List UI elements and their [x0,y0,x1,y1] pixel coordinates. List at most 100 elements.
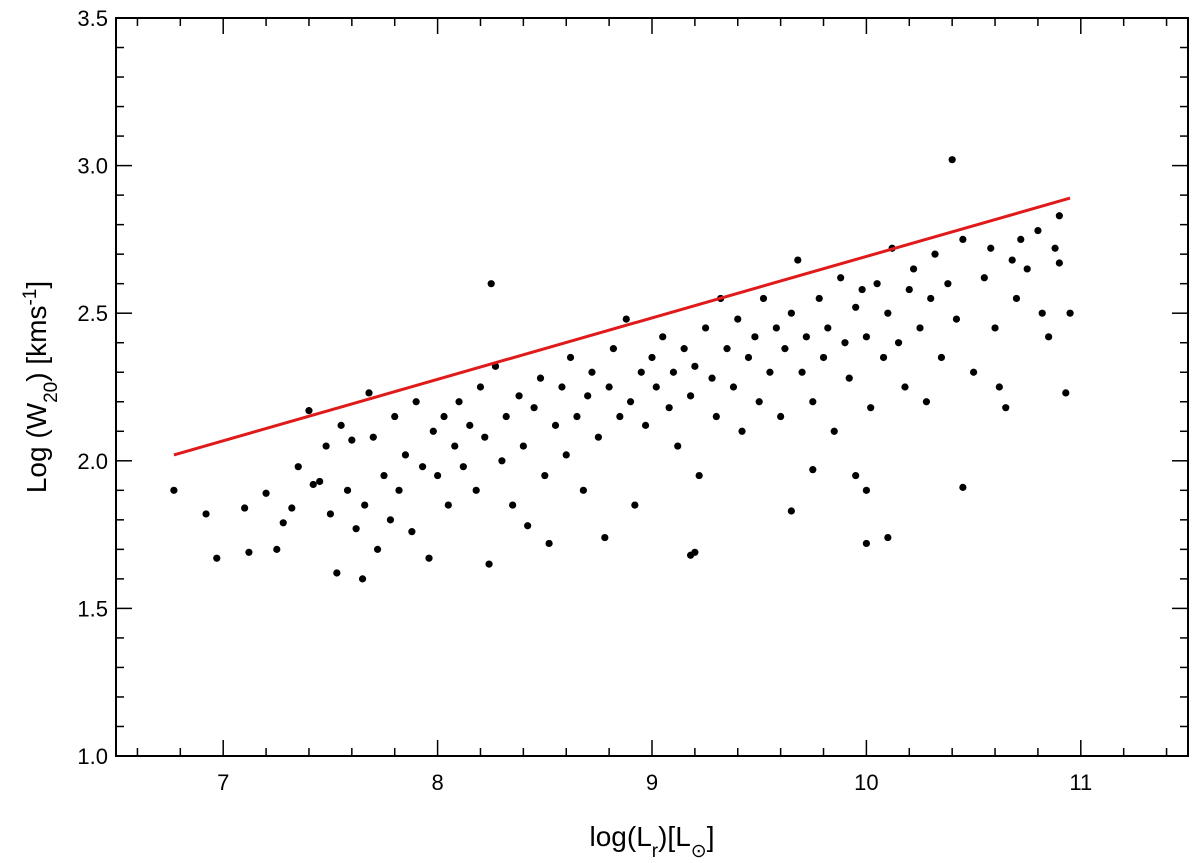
point [594,433,603,441]
point [626,398,635,406]
point [905,285,913,294]
point [901,383,909,391]
point [1066,309,1074,317]
point [809,398,817,406]
point [995,383,1003,391]
x-axis-label-part: ⊙ [691,841,707,859]
point [429,427,437,435]
point [294,463,302,471]
point [845,374,853,382]
point [412,398,420,406]
point [562,451,570,459]
point [873,280,881,288]
point [931,250,939,258]
point [759,294,768,303]
point [862,333,871,341]
point [309,480,317,489]
point [262,489,270,497]
point [909,265,918,273]
point [708,374,716,382]
point [824,324,832,332]
point [1034,226,1042,235]
point [386,516,395,524]
point [241,504,249,512]
point [391,412,399,421]
point [819,353,828,362]
x-axis-label-part: ] [707,821,715,852]
point [852,471,860,480]
point [815,294,823,303]
point [1008,256,1016,264]
point [991,324,999,332]
point [361,501,369,509]
y-axis-label-part: ) [kms [21,306,52,382]
point [916,324,924,332]
point [959,483,967,491]
point [723,345,731,353]
point [605,383,613,391]
point [408,528,416,536]
point [781,345,789,353]
point [509,501,517,509]
point [959,235,967,243]
point [584,392,592,400]
point [734,315,742,323]
y-axis-label-part: ] [21,281,52,289]
point [695,471,703,480]
point [466,421,474,429]
point [579,486,587,494]
point [944,280,952,288]
point [609,345,618,353]
point [305,407,313,415]
point [927,294,935,303]
y-tick-label: 1.5 [77,596,108,621]
point [279,519,287,527]
point [1023,265,1031,273]
point [418,463,427,471]
point [348,436,356,444]
point [648,353,656,362]
point [541,471,549,480]
point [794,256,802,264]
point [729,383,738,391]
x-axis-label-part: r [652,841,659,859]
point [884,309,892,317]
point [751,333,759,341]
point [970,368,978,376]
point [867,404,875,412]
point [202,510,210,518]
point [485,560,493,568]
point [352,525,360,533]
point [987,244,995,252]
point [665,404,673,412]
point [558,383,566,391]
x-tick-label: 8 [431,770,443,795]
point [980,274,988,282]
point [802,333,810,341]
point [536,374,545,382]
point [622,315,630,323]
point [455,398,463,406]
point [1055,212,1063,220]
point [380,471,388,480]
point [1062,389,1070,397]
fit-line [173,196,1071,457]
point [524,522,532,530]
point [1012,294,1021,303]
point [326,510,334,518]
point [530,404,538,412]
point [879,353,888,362]
point [852,303,860,311]
point [337,421,345,429]
y-axis-label-part: Log (W [21,402,52,493]
y-tick-label: 1.0 [77,744,108,769]
point [691,362,699,370]
point [738,427,746,435]
point [425,554,433,562]
point [288,504,296,512]
point [616,412,624,421]
point [459,463,467,471]
point [702,324,710,332]
point [894,339,903,347]
point [472,486,480,494]
